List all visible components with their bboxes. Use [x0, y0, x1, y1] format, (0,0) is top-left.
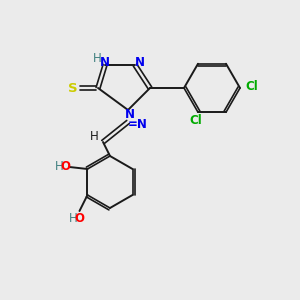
Text: N: N	[135, 56, 145, 68]
Text: Cl: Cl	[190, 114, 202, 127]
Text: S: S	[68, 82, 78, 94]
Text: Cl: Cl	[246, 80, 258, 92]
Text: H: H	[55, 160, 64, 172]
Text: N: N	[100, 56, 110, 68]
Text: H: H	[90, 130, 98, 142]
Text: N: N	[125, 109, 135, 122]
Text: H: H	[69, 212, 78, 224]
Text: H: H	[93, 52, 101, 65]
Text: =N: =N	[128, 118, 148, 130]
Text: O: O	[61, 160, 70, 172]
Text: O: O	[74, 212, 85, 224]
